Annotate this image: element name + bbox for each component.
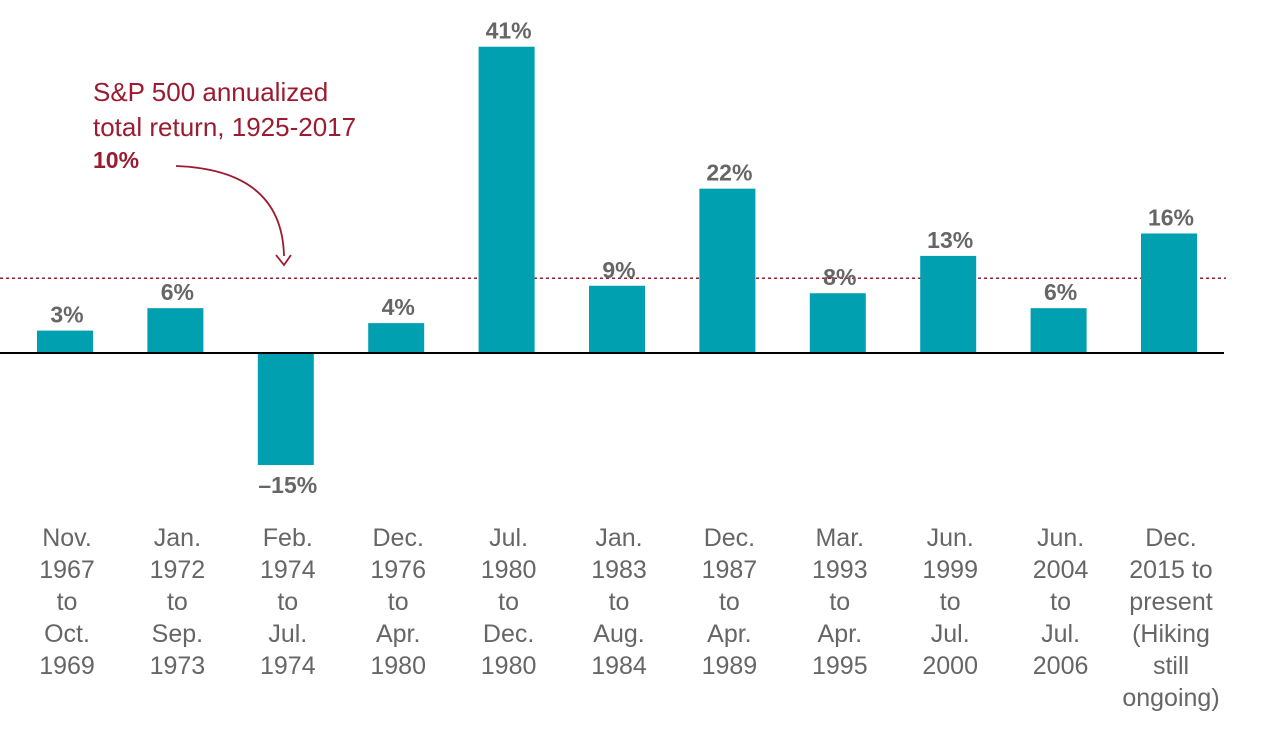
category-label: Feb. 1974 to Jul. 1974	[260, 524, 316, 680]
bar	[1141, 233, 1197, 353]
annotation: S&P 500 annualized total return, 1925-20…	[93, 77, 356, 267]
annotation-arrow	[175, 165, 285, 257]
category-label: Dec. 2015 to present (Hiking still ongoing)	[1122, 524, 1219, 712]
bar	[1030, 308, 1087, 353]
category-label: Jun. 1999 to Jul. 2000	[922, 524, 978, 680]
annotation-arrowhead	[275, 254, 292, 267]
category-label: Mar. 1993 to Apr. 1995	[812, 524, 868, 680]
annotation-line-1: S&P 500 annualized	[93, 77, 328, 107]
category-label: Jan. 1983 to Aug. 1984	[591, 524, 647, 680]
category-labels-group: Nov. 1967 to Oct. 1969 Jan. 1972 to Sep. 1973 Feb.…	[39, 524, 1219, 712]
bar-value-label: 9%	[602, 257, 635, 283]
bar	[147, 308, 204, 353]
bar	[589, 285, 645, 353]
bar-value-label: 6%	[161, 279, 194, 305]
category-label: Jun. 2004 to Jul. 2006	[1033, 524, 1089, 680]
value-labels-group: 3% 6% –15% 4% 41% 9% 22% 8% 13% 6% 16%	[50, 18, 1194, 498]
bar-value-label: 22%	[706, 160, 752, 186]
category-label: Dec. 1987 to Apr. 1989	[702, 524, 758, 680]
bar	[699, 188, 756, 353]
category-label: Jul. 1980 to Dec. 1980	[481, 524, 537, 680]
bar-value-label: 16%	[1148, 204, 1194, 230]
category-label: Nov. 1967 to Oct. 1969	[39, 524, 95, 680]
bar-value-label: 8%	[823, 264, 856, 290]
bar	[809, 293, 866, 353]
bar-value-label: 13%	[927, 227, 973, 253]
bars-group	[37, 46, 1197, 466]
bar-value-label: 6%	[1044, 279, 1077, 305]
bar	[37, 330, 93, 353]
bar	[368, 323, 425, 353]
bar-value-label: 3%	[50, 302, 83, 328]
bar	[920, 255, 977, 353]
category-label: Dec. 1976 to Apr. 1980	[370, 524, 426, 680]
bar-value-label: –15%	[258, 472, 317, 498]
annotation-line-2: total return, 1925-2017	[93, 112, 356, 142]
annotation-value: 10%	[93, 147, 139, 173]
bar	[257, 353, 314, 466]
bar-value-label: 41%	[486, 18, 532, 44]
category-label: Jan. 1972 to Sep. 1973	[150, 524, 206, 680]
bar	[478, 46, 535, 353]
bar-value-label: 4%	[382, 294, 415, 320]
